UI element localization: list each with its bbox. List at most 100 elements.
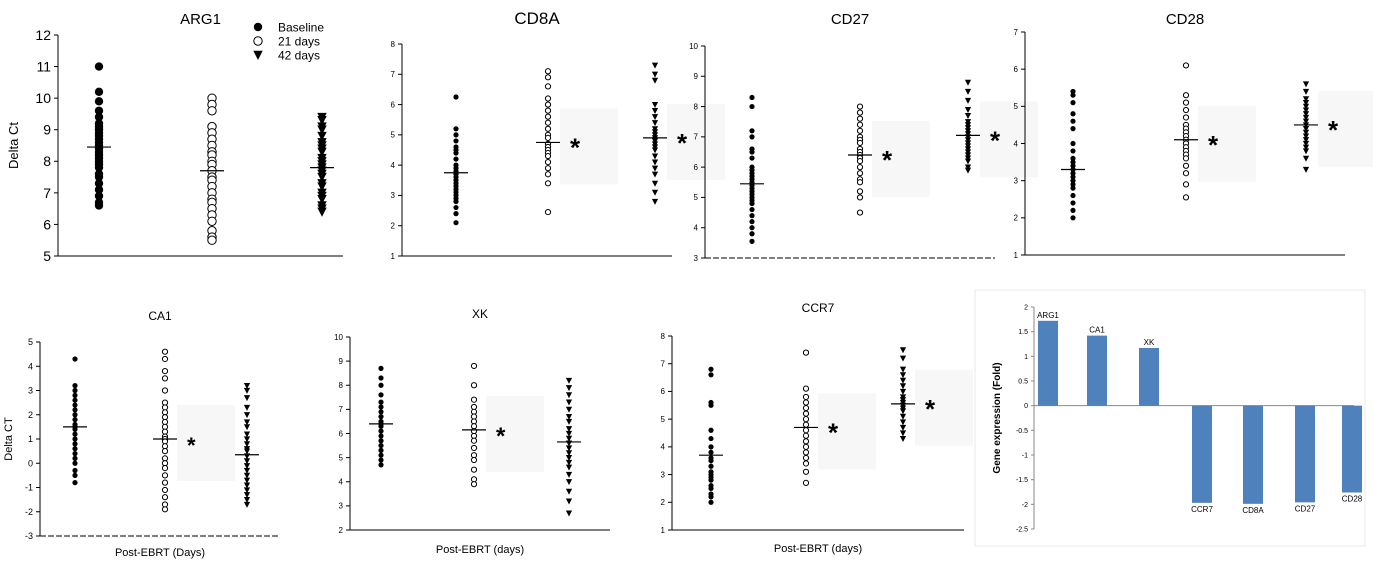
y-tick-label: 8 xyxy=(43,153,51,169)
data-point xyxy=(856,127,864,134)
y-tick-label: -2.5 xyxy=(1016,527,1028,534)
data-point xyxy=(1302,144,1310,151)
data-point xyxy=(544,83,552,90)
y-tick-label: -1 xyxy=(1022,453,1028,460)
data-point xyxy=(651,132,659,139)
data-point xyxy=(544,101,552,108)
data-point xyxy=(802,479,810,486)
y-tick-label: 2 xyxy=(1014,214,1019,223)
data-point xyxy=(1302,166,1310,173)
data-point xyxy=(1302,100,1310,107)
data-point xyxy=(964,122,972,129)
data-point xyxy=(544,68,552,75)
series-21-days xyxy=(200,93,224,245)
data-point xyxy=(964,167,972,174)
series-baseline xyxy=(444,94,468,226)
legend-marker xyxy=(253,50,263,60)
data-point xyxy=(317,131,327,142)
data-point xyxy=(1070,92,1076,98)
data-point xyxy=(802,393,810,401)
y-tick-label: 7 xyxy=(391,70,396,79)
data-point xyxy=(651,147,659,154)
chart-panel-ca1: CA1 -3 -2 -1 0 1 2 3 4 5 Delta CT Post-EBRT (Days) * xyxy=(3,309,280,559)
data-point xyxy=(1070,100,1076,106)
data-point xyxy=(378,457,384,463)
data-point xyxy=(207,216,217,226)
y-tick-label: 6 xyxy=(661,387,666,396)
y-tick-label: 4 xyxy=(1014,139,1019,148)
data-point xyxy=(964,119,972,126)
data-point xyxy=(1070,155,1076,161)
y-tick-label: 9 xyxy=(339,357,344,366)
y-tick-label: 8 xyxy=(339,381,344,390)
data-point xyxy=(802,443,810,450)
data-point xyxy=(470,362,478,370)
data-point xyxy=(1070,178,1076,184)
y-tick-label: 3 xyxy=(28,386,33,396)
y-tick-label: 3 xyxy=(694,254,699,263)
data-point xyxy=(1070,192,1076,199)
y-tick-label: 11 xyxy=(36,58,51,74)
data-point xyxy=(1302,96,1310,103)
data-point xyxy=(964,137,972,144)
data-point xyxy=(651,129,659,136)
data-point xyxy=(243,387,251,394)
data-point xyxy=(1302,140,1310,147)
data-point xyxy=(453,132,459,138)
data-point xyxy=(72,441,78,447)
category-label: CD27 xyxy=(1295,504,1316,513)
data-point xyxy=(651,198,659,205)
data-point xyxy=(964,143,972,150)
data-point xyxy=(243,383,251,390)
data-point xyxy=(964,146,972,153)
data-point xyxy=(72,402,78,408)
data-point xyxy=(94,87,104,97)
y-tick-label: -1.5 xyxy=(1016,477,1028,484)
data-point xyxy=(378,392,384,398)
data-point xyxy=(964,155,972,162)
series-baseline xyxy=(740,94,764,244)
data-point xyxy=(243,395,251,402)
data-point xyxy=(1182,155,1190,162)
data-point xyxy=(94,185,104,194)
y-tick-label: 8 xyxy=(694,102,699,111)
y-tick-label: 6 xyxy=(339,429,344,438)
data-point xyxy=(749,200,755,207)
y-tick-label: 6 xyxy=(694,163,699,172)
y-tick-label: -2 xyxy=(25,507,33,517)
series-42-days: * xyxy=(891,347,973,446)
data-point xyxy=(651,153,659,160)
y-tick-label: 7 xyxy=(339,405,344,414)
series-baseline xyxy=(369,365,393,468)
data-point xyxy=(161,494,169,501)
significance-asterisk: * xyxy=(496,423,506,450)
asterisk-highlight xyxy=(872,121,930,198)
series-42-days xyxy=(235,383,259,508)
y-tick-label: 5 xyxy=(661,415,666,424)
data-point xyxy=(544,165,552,172)
data-point xyxy=(651,126,659,133)
chart-panel-fold: -2.5 -2 -1.5 -1 -0.5 0 0.5 1 1.5 2 Gene expression… xyxy=(974,289,1366,547)
data-point xyxy=(72,450,78,457)
data-point xyxy=(94,112,104,122)
y-tick-label: 5 xyxy=(43,248,51,264)
data-point xyxy=(243,497,251,504)
data-point xyxy=(378,433,384,439)
data-point xyxy=(243,492,251,499)
data-point xyxy=(378,462,384,468)
data-point xyxy=(651,189,659,196)
data-point xyxy=(1302,126,1310,133)
data-point xyxy=(899,372,907,379)
data-point xyxy=(72,407,78,413)
data-point xyxy=(964,158,972,165)
data-point xyxy=(651,120,659,127)
category-label: CA1 xyxy=(1089,326,1105,335)
data-point xyxy=(802,421,810,428)
data-point xyxy=(565,459,573,466)
data-point xyxy=(544,134,552,141)
data-point xyxy=(899,424,907,431)
significance-asterisk: * xyxy=(882,145,893,175)
x-axis-label: Post-EBRT (days) xyxy=(774,543,862,555)
